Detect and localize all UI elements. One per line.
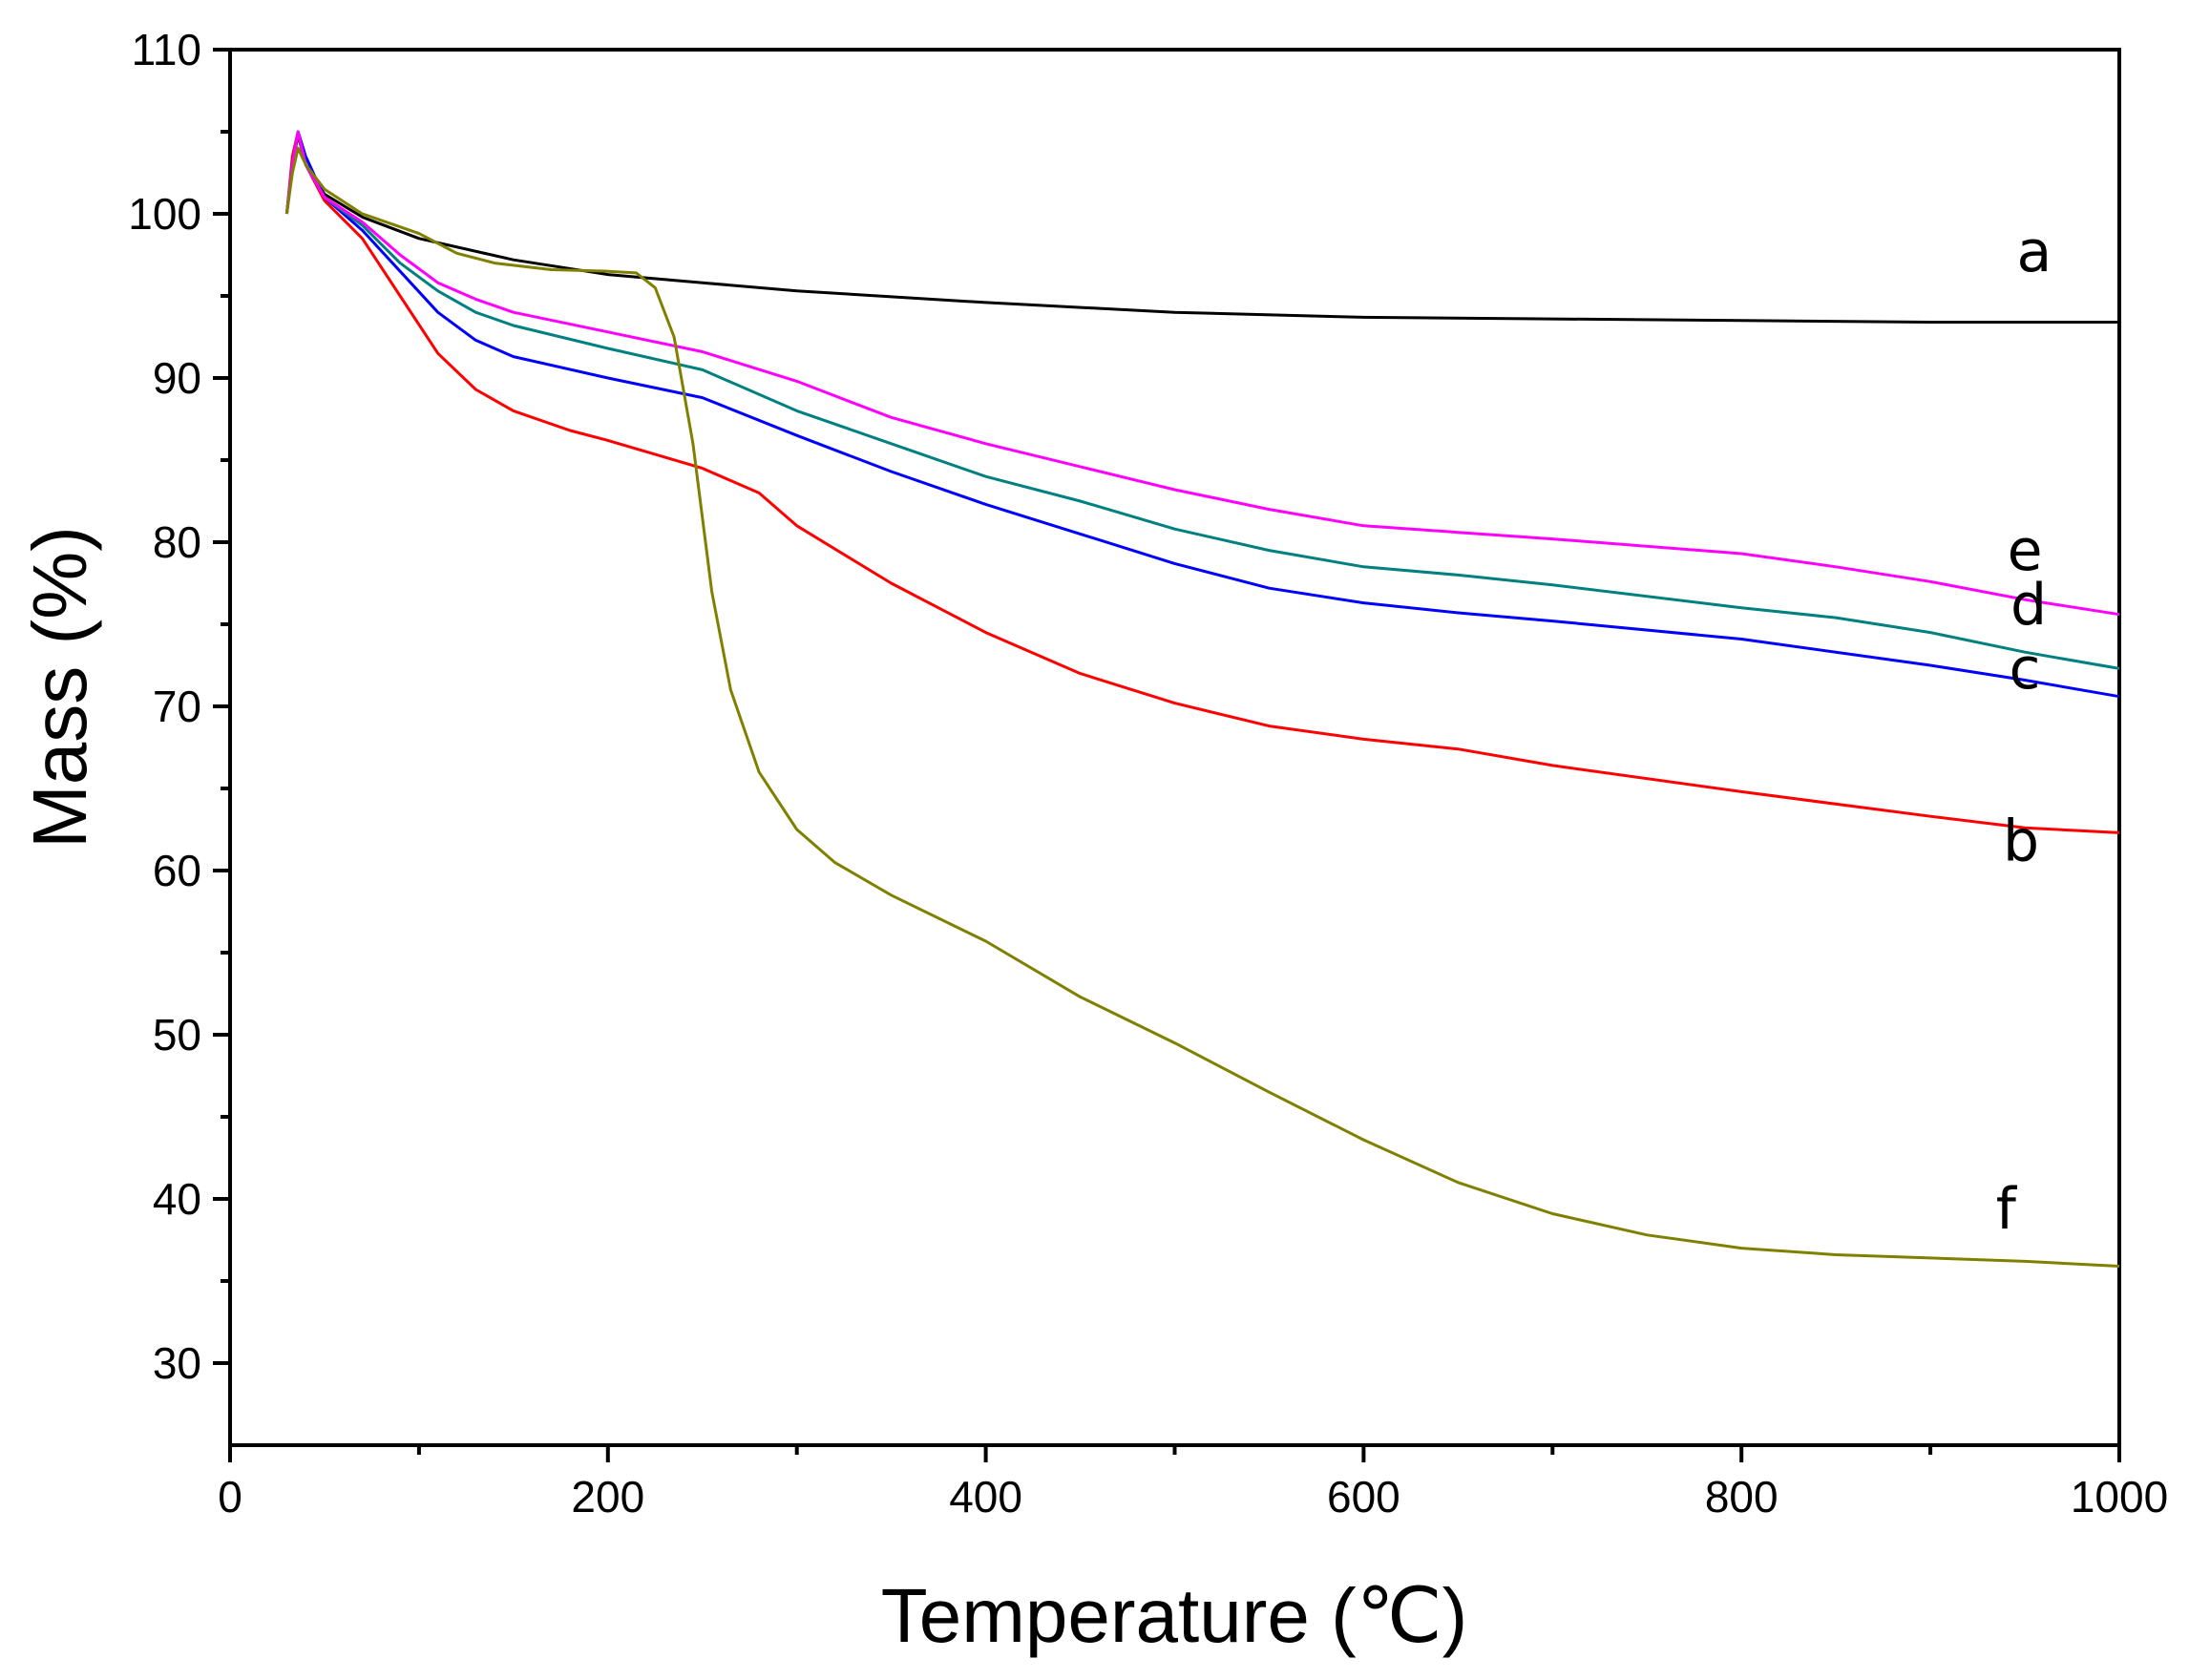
x-tick-label: 0 [218,1472,242,1522]
series-d-line [284,130,2120,670]
curve-label-a: a [2017,219,2052,285]
axis-tick-labels: 0 200 400 600 800 1000 30 40 50 60 70 80 90 100 110 [128,25,2168,1522]
series-a-line [284,133,2119,324]
y-tick-label: 90 [153,353,201,403]
x-tick-label: 400 [949,1472,1022,1522]
y-tick-label: 80 [153,517,201,567]
curve-label-d: d [2010,572,2047,639]
y-tick-label: 50 [153,1010,201,1060]
y-axis-title: Mass (%) [17,526,102,849]
series-f-line [284,146,2120,1268]
x-tick-label: 200 [571,1472,644,1522]
curve-labels: a edc b f [1996,219,2052,1243]
y-tick-label: 110 [132,25,201,74]
axis-ticks [213,48,2121,1462]
x-tick-label: 600 [1327,1472,1400,1522]
x-axis-title: Temperature (℃) [881,1573,1467,1658]
curve-label-c: c [2010,636,2041,703]
y-tick-label: 40 [153,1174,201,1224]
series-e-line [284,130,2120,617]
series-b-line [284,130,2120,834]
curve-label-e: e [2008,517,2043,584]
y-tick-label: 30 [153,1338,201,1388]
series-lines [284,130,2120,1268]
y-tick-label: 70 [153,682,201,731]
x-tick-label: 800 [1705,1472,1779,1522]
curve-label-b: b [2003,808,2039,875]
curve-label-f: f [1996,1176,2018,1243]
x-tick-label: 1000 [2071,1472,2168,1522]
series-c-line [284,130,2120,699]
y-tick-label: 60 [153,846,201,895]
y-tick-label: 100 [128,189,201,239]
